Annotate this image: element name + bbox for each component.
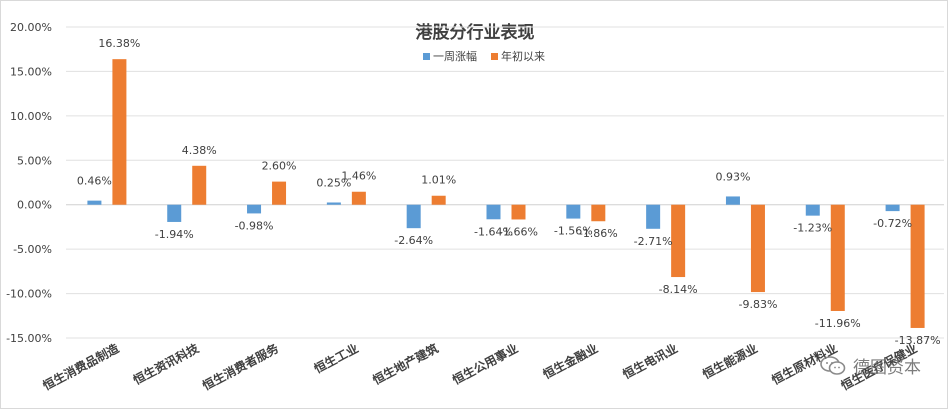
data-label: 2.60% bbox=[262, 160, 297, 173]
bar bbox=[805, 204, 820, 216]
x-tick-label: 恒生资讯科技 bbox=[131, 340, 202, 388]
legend-swatch bbox=[491, 53, 498, 60]
y-axis: -15.00% -10.00% -5.00% 0.00% 5.00% 10.00% 15.0… bbox=[6, 21, 52, 345]
wechat-icon bbox=[820, 355, 846, 375]
data-label: -9.83% bbox=[738, 298, 777, 311]
bar bbox=[646, 204, 661, 229]
data-label: -1.66% bbox=[499, 225, 538, 238]
y-tick-label: -15.00% bbox=[6, 332, 52, 345]
data-label: 4.38% bbox=[182, 144, 217, 157]
y-tick-label: 15.00% bbox=[10, 65, 52, 78]
bar bbox=[351, 191, 366, 205]
bar bbox=[750, 204, 765, 293]
bar bbox=[566, 204, 581, 219]
bars bbox=[87, 59, 925, 328]
bar bbox=[247, 204, 262, 214]
x-tick-label: 恒生能源业 bbox=[700, 340, 760, 381]
data-label: 1.46% bbox=[341, 170, 376, 183]
legend: 一周涨幅 年初以来 bbox=[423, 49, 545, 63]
bar bbox=[486, 204, 501, 220]
data-label: -11.96% bbox=[815, 317, 861, 330]
x-tick-label: 恒生消费者服务 bbox=[200, 340, 282, 393]
bar bbox=[272, 181, 287, 205]
x-tick-label: 恒生地产建筑 bbox=[370, 340, 441, 387]
bar bbox=[725, 196, 740, 205]
bar bbox=[112, 59, 127, 205]
y-tick-label: 20.00% bbox=[10, 21, 52, 34]
x-tick-label: 恒生金融业 bbox=[540, 340, 600, 381]
chart-title: 港股分行业表现 bbox=[416, 22, 535, 43]
watermark-text: 德图资本 bbox=[853, 358, 921, 378]
bar bbox=[885, 204, 900, 212]
data-label: -1.64% bbox=[474, 225, 513, 238]
watermark: 德图资本 bbox=[819, 353, 921, 378]
grid bbox=[66, 26, 944, 339]
data-label: -2.64% bbox=[394, 234, 433, 247]
data-label: -0.98% bbox=[235, 219, 274, 232]
data-label: -13.87% bbox=[895, 334, 941, 347]
y-tick-label: 10.00% bbox=[10, 110, 52, 123]
bar bbox=[167, 204, 182, 222]
data-label: 0.93% bbox=[715, 170, 750, 183]
bar bbox=[910, 204, 925, 328]
x-tick-label: 恒生电讯业 bbox=[620, 340, 680, 381]
data-label: -8.14% bbox=[659, 283, 698, 296]
bar bbox=[326, 202, 341, 205]
y-tick-label: 5.00% bbox=[17, 154, 52, 167]
data-label: -0.72% bbox=[873, 217, 912, 230]
data-label: -1.56% bbox=[554, 225, 593, 238]
legend-swatch bbox=[423, 53, 430, 60]
legend-label: 一周涨幅 bbox=[433, 50, 477, 63]
bar bbox=[87, 200, 102, 205]
y-tick-label: -5.00% bbox=[13, 243, 52, 256]
bar bbox=[591, 204, 606, 222]
data-label: -1.94% bbox=[155, 228, 194, 241]
bar bbox=[431, 195, 446, 205]
data-label: -1.23% bbox=[793, 222, 832, 235]
legend-label: 年初以来 bbox=[501, 49, 545, 63]
bar bbox=[671, 204, 686, 278]
bar bbox=[511, 204, 526, 220]
data-label: 16.38% bbox=[98, 37, 140, 50]
y-tick-label: -10.00% bbox=[6, 288, 52, 301]
bar bbox=[192, 165, 207, 205]
data-label: -1.86% bbox=[579, 227, 618, 240]
x-tick-label: 恒生工业 bbox=[311, 340, 360, 376]
data-label: -2.71% bbox=[634, 235, 673, 248]
data-label: 0.46% bbox=[77, 175, 112, 188]
x-tick-label: 恒生消费品制造 bbox=[40, 340, 122, 393]
bar bbox=[830, 204, 845, 311]
data-label: 0.25% bbox=[316, 176, 351, 189]
x-tick-label: 恒生公用事业 bbox=[450, 340, 521, 387]
bar bbox=[406, 204, 421, 229]
data-labels: 0.46%16.38%-1.94%4.38%-0.98%2.60%0.25%1.… bbox=[77, 37, 941, 347]
x-axis: 恒生消费品制造 恒生资讯科技 恒生消费者服务 恒生工业 恒生地产建筑 恒生公用事业 恒生金融… bbox=[40, 340, 919, 393]
y-tick-label: 0.00% bbox=[17, 199, 52, 212]
data-label: 1.01% bbox=[421, 174, 456, 187]
